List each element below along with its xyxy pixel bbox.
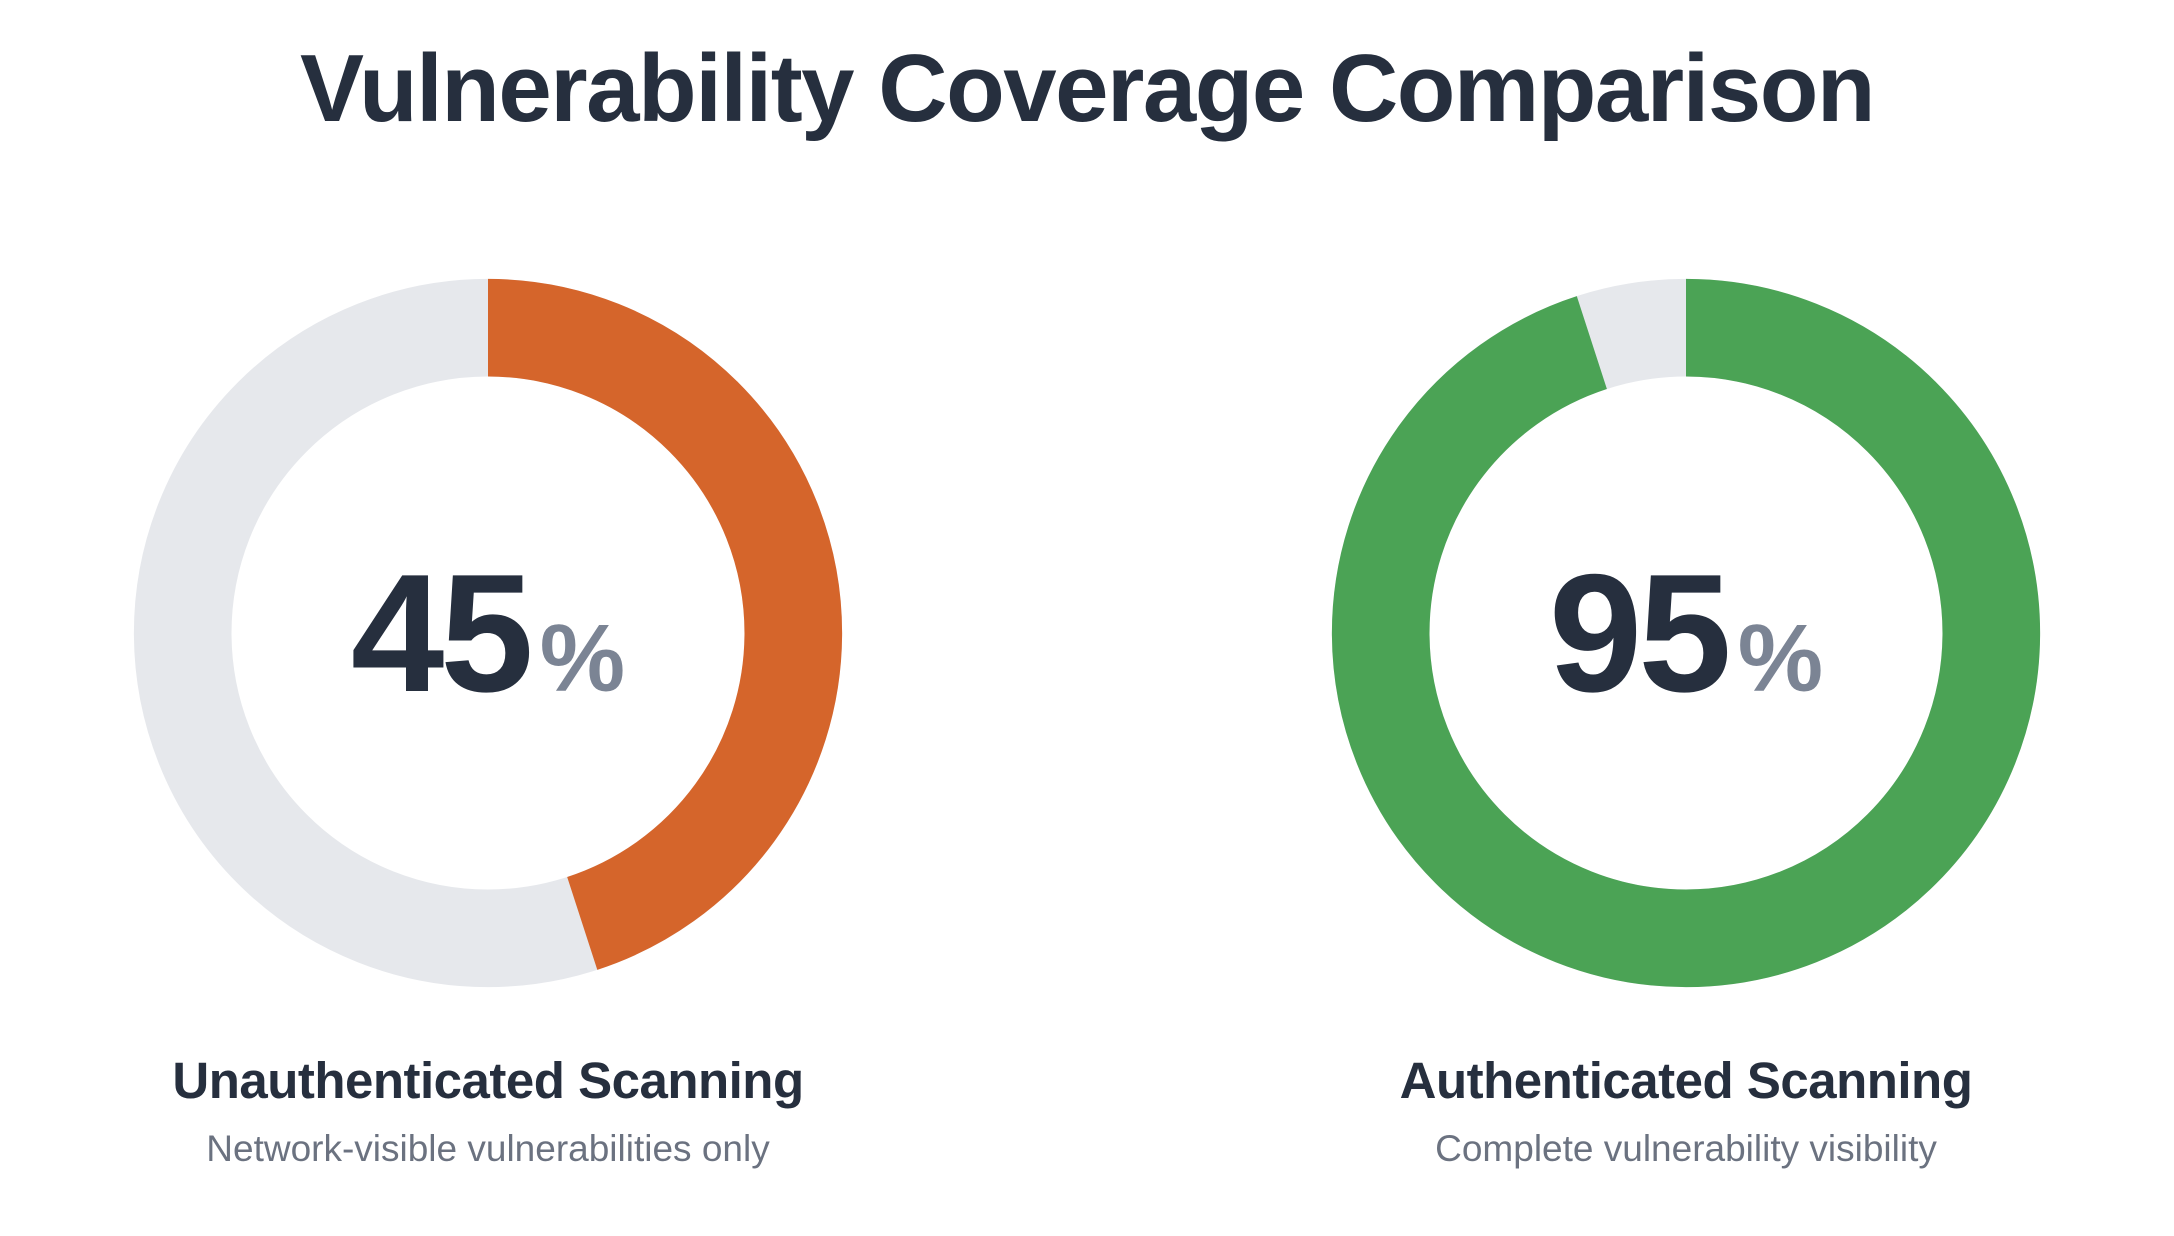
- chart-sublabel: Network-visible vulnerabilities only: [206, 1127, 770, 1169]
- donut-svg-unauthenticated: [133, 278, 843, 987]
- donut-arc: [1331, 278, 2041, 987]
- percentage-value: 95: [1548, 538, 1732, 727]
- donut-center-authenticated: 95 %: [1331, 278, 2041, 988]
- percentage-value: 45: [350, 538, 534, 727]
- chart-label: Unauthenticated Scanning: [172, 1051, 804, 1109]
- donut-svg-authenticated: [1331, 278, 2041, 987]
- percentage-group: 45 %: [351, 549, 625, 717]
- donut-chart-authenticated: 95 % Authenticated Scanning Complete vul…: [1331, 278, 2041, 1172]
- percentage-group: 95 %: [1549, 549, 1823, 717]
- donut-caption-unauthenticated: Unauthenticated Scanning Network-visible…: [172, 1050, 804, 1172]
- donut-arc: [133, 278, 843, 987]
- chart-sublabel: Complete vulnerability visibility: [1435, 1127, 1937, 1169]
- percent-sign: %: [539, 604, 626, 712]
- percent-sign: %: [1737, 604, 1824, 712]
- donut-center-unauthenticated: 45 %: [133, 278, 843, 988]
- donut-caption-authenticated: Authenticated Scanning Complete vulnerab…: [1400, 1050, 1973, 1172]
- donut-unauthenticated: 45 %: [133, 278, 843, 988]
- chart-label: Authenticated Scanning: [1399, 1051, 1973, 1109]
- charts-row: 45 % Unauthenticated Scanning Network-vi…: [0, 278, 2174, 1172]
- donut-authenticated: 95 %: [1331, 278, 2041, 988]
- donut-chart-unauthenticated: 45 % Unauthenticated Scanning Network-vi…: [133, 278, 843, 1172]
- page-title: Vulnerability Coverage Comparison: [299, 35, 1876, 142]
